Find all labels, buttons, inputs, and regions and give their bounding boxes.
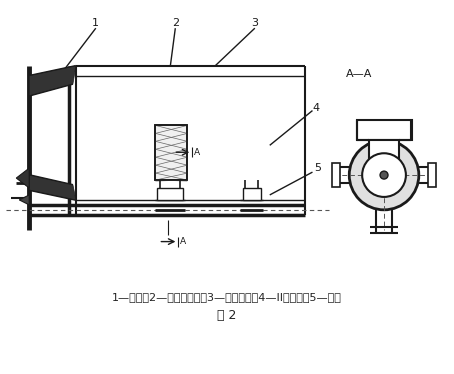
Circle shape xyxy=(362,153,406,197)
Circle shape xyxy=(349,140,419,210)
Bar xyxy=(428,163,436,187)
Text: 4: 4 xyxy=(312,102,320,113)
Text: 2: 2 xyxy=(172,18,179,28)
Text: A: A xyxy=(180,237,187,246)
Polygon shape xyxy=(16,168,29,188)
Polygon shape xyxy=(29,175,76,200)
Bar xyxy=(243,188,261,200)
Text: 图 2: 图 2 xyxy=(217,309,237,322)
Bar xyxy=(155,125,187,180)
Text: A—A: A—A xyxy=(346,69,372,79)
Polygon shape xyxy=(19,195,29,205)
Text: 3: 3 xyxy=(252,18,258,28)
Bar xyxy=(155,125,187,180)
Bar xyxy=(369,140,399,158)
Text: 1—侧板；2—橡胶条筛面；3—筛面托架；4—II型辞栓；5—横梁: 1—侧板；2—橡胶条筛面；3—筛面托架；4—II型辞栓；5—横梁 xyxy=(112,292,342,302)
Bar xyxy=(357,120,412,140)
Bar xyxy=(158,188,183,200)
Text: A: A xyxy=(194,148,200,157)
Polygon shape xyxy=(29,66,76,96)
Bar xyxy=(332,163,340,187)
Text: 5: 5 xyxy=(315,163,321,173)
Circle shape xyxy=(380,171,388,179)
Text: 1: 1 xyxy=(92,18,99,28)
